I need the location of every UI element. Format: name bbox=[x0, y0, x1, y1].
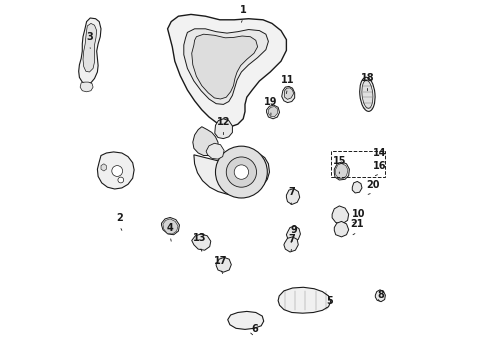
Text: 9: 9 bbox=[290, 225, 297, 235]
Text: 7: 7 bbox=[289, 234, 295, 244]
Polygon shape bbox=[79, 18, 101, 84]
Ellipse shape bbox=[362, 80, 373, 108]
Polygon shape bbox=[334, 162, 349, 180]
Polygon shape bbox=[101, 164, 106, 171]
Polygon shape bbox=[286, 226, 300, 242]
Polygon shape bbox=[278, 287, 331, 313]
Text: 3: 3 bbox=[86, 32, 93, 42]
Text: 7: 7 bbox=[289, 187, 295, 197]
Polygon shape bbox=[269, 107, 277, 117]
Polygon shape bbox=[194, 150, 270, 195]
Polygon shape bbox=[285, 88, 294, 99]
Polygon shape bbox=[216, 257, 231, 272]
Circle shape bbox=[118, 177, 123, 183]
Polygon shape bbox=[375, 290, 386, 302]
Text: 5: 5 bbox=[326, 296, 333, 306]
Circle shape bbox=[234, 165, 248, 179]
Text: 4: 4 bbox=[167, 223, 173, 233]
Ellipse shape bbox=[360, 77, 375, 111]
Polygon shape bbox=[98, 152, 134, 189]
Polygon shape bbox=[184, 29, 269, 104]
Circle shape bbox=[226, 157, 257, 187]
Polygon shape bbox=[332, 206, 349, 224]
Text: 15: 15 bbox=[333, 156, 346, 166]
Polygon shape bbox=[352, 181, 362, 193]
Polygon shape bbox=[206, 143, 224, 159]
Polygon shape bbox=[336, 163, 348, 179]
Circle shape bbox=[112, 166, 122, 176]
Polygon shape bbox=[228, 311, 264, 329]
Text: 20: 20 bbox=[366, 180, 380, 190]
Polygon shape bbox=[192, 34, 258, 99]
Text: 14: 14 bbox=[373, 148, 387, 158]
Text: 1: 1 bbox=[240, 5, 246, 15]
Text: 8: 8 bbox=[378, 290, 385, 300]
Polygon shape bbox=[83, 23, 97, 72]
Polygon shape bbox=[192, 234, 211, 250]
Text: 6: 6 bbox=[251, 324, 258, 334]
Text: 17: 17 bbox=[214, 256, 227, 266]
Text: 10: 10 bbox=[352, 208, 365, 219]
Polygon shape bbox=[215, 119, 232, 139]
Text: 13: 13 bbox=[193, 233, 207, 243]
Polygon shape bbox=[267, 105, 280, 119]
Polygon shape bbox=[286, 189, 300, 204]
Polygon shape bbox=[162, 217, 179, 235]
Text: 2: 2 bbox=[116, 213, 123, 223]
Polygon shape bbox=[334, 221, 349, 237]
Text: 19: 19 bbox=[264, 97, 278, 107]
Text: 18: 18 bbox=[361, 73, 374, 83]
Polygon shape bbox=[80, 82, 93, 92]
Polygon shape bbox=[282, 86, 294, 103]
Polygon shape bbox=[284, 237, 298, 252]
Polygon shape bbox=[163, 219, 178, 234]
Polygon shape bbox=[193, 127, 218, 156]
Circle shape bbox=[216, 146, 268, 198]
Text: 12: 12 bbox=[217, 117, 230, 127]
Text: 11: 11 bbox=[281, 75, 294, 85]
Polygon shape bbox=[168, 14, 286, 127]
Text: 16: 16 bbox=[373, 161, 387, 171]
Text: 21: 21 bbox=[350, 219, 364, 229]
